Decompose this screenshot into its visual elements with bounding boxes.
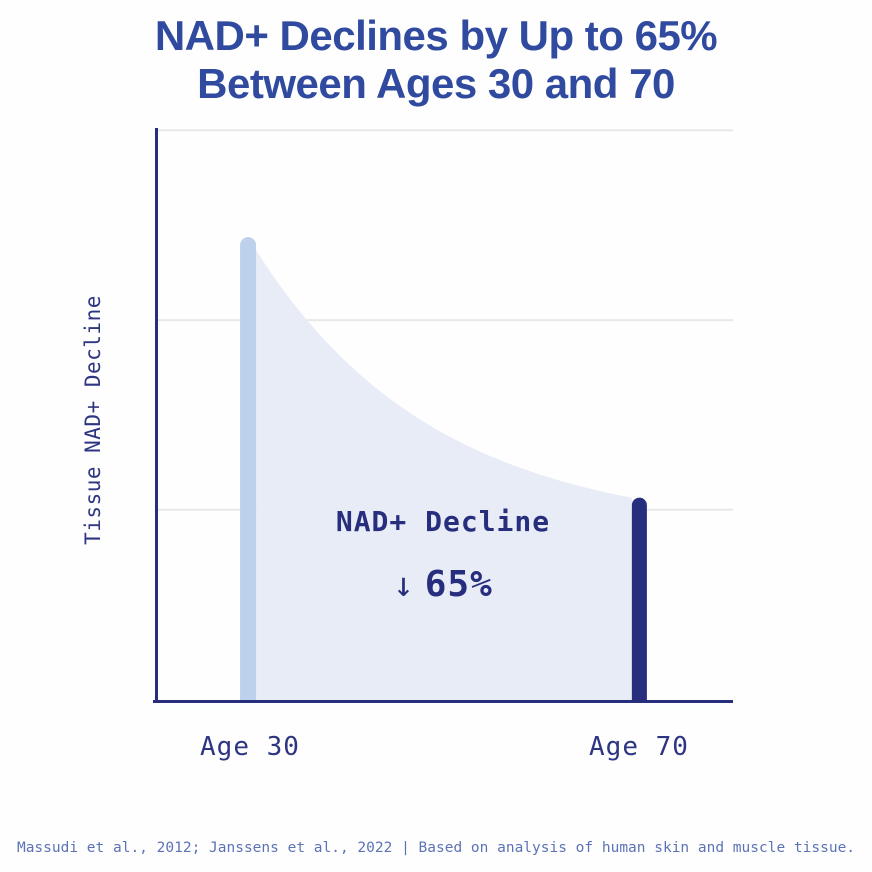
- y-axis-label: Tissue NAD+ Decline: [81, 295, 105, 545]
- decline-annotation-value: 65%: [424, 564, 493, 605]
- x-tick-label-age-70: Age 70: [589, 732, 689, 762]
- source-citation: Massudi et al., 2012; Janssens et al., 2…: [16, 840, 856, 856]
- down-arrow-icon: ↓: [393, 565, 415, 605]
- plot-svg: [153, 128, 733, 703]
- decline-annotation-value-line: ↓ 65%: [283, 564, 603, 605]
- decline-annotation: NAD+ Decline ↓ 65%: [283, 505, 603, 605]
- chart-title: NAD+ Declines by Up to 65% Between Ages …: [0, 12, 872, 108]
- plot-area: [153, 128, 733, 703]
- decline-annotation-label: NAD+ Decline: [335, 505, 551, 538]
- chart-title-line1: NAD+ Declines by Up to 65%: [154, 12, 718, 59]
- x-tick-label-age-30: Age 30: [200, 732, 300, 762]
- chart-title-line2: Between Ages 30 and 70: [197, 60, 675, 107]
